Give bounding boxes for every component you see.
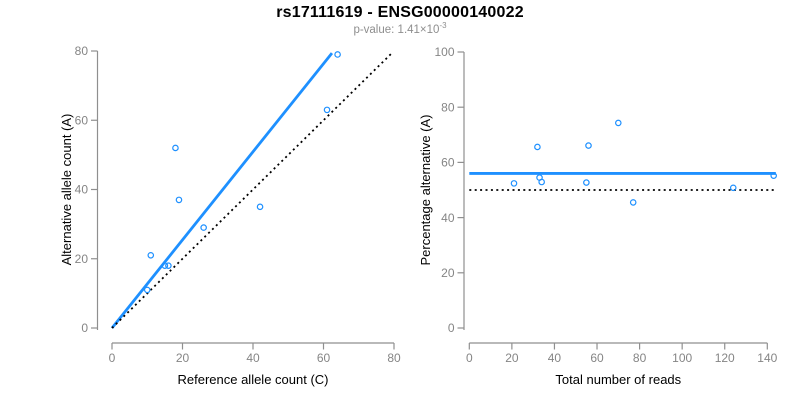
data-point: [323, 106, 331, 114]
x-tick-label: 40: [246, 351, 260, 365]
identity-line: [111, 52, 393, 329]
pvalue-prefix: p-value:: [353, 24, 398, 36]
x-tick-label: 20: [505, 351, 519, 365]
data-point: [770, 172, 777, 179]
x-tick-label: 140: [757, 351, 777, 365]
data-point: [583, 179, 590, 186]
y-tick-label: 0: [448, 321, 455, 335]
data-point: [534, 143, 541, 151]
data-point: [729, 184, 737, 192]
x-tick-label: 100: [672, 351, 692, 365]
x-tick-label: 80: [387, 351, 401, 365]
data-point: [172, 144, 179, 152]
figure-subtitle: p-value: 1.41×10-3: [0, 21, 800, 36]
x-tick-label: 120: [715, 351, 735, 365]
data-point: [538, 178, 545, 186]
x-tick-label: 60: [317, 351, 331, 365]
x-axis-title: Total number of reads: [555, 372, 681, 387]
y-axis-title: Percentage alternative (A): [418, 114, 433, 265]
y-tick-label: 80: [441, 100, 455, 114]
y-axis-title: Alternative allele count (A): [59, 114, 74, 266]
y-tick-label: 80: [75, 44, 89, 58]
x-tick-label: 40: [548, 351, 562, 365]
data-point: [585, 142, 592, 149]
data-point: [629, 199, 637, 206]
pvalue-mantissa: 1.41×10: [397, 24, 440, 36]
y-tick-label: 40: [441, 211, 455, 225]
data-point: [510, 180, 518, 187]
y-tick-label: 20: [75, 252, 89, 266]
x-tick-label: 0: [109, 351, 116, 365]
data-point: [256, 203, 264, 211]
data-point: [147, 251, 155, 259]
pvalue-exponent: -3: [439, 21, 447, 31]
y-tick-label: 40: [75, 183, 89, 197]
figure-title: rs17111619 - ENSG00000140022: [276, 4, 524, 21]
y-tick-label: 60: [441, 156, 455, 170]
fitted-ratio-line: [110, 52, 334, 329]
data-point: [200, 224, 207, 231]
data-point: [334, 51, 341, 58]
x-tick-label: 80: [633, 351, 647, 365]
data-point: [161, 262, 169, 269]
data-point: [143, 286, 151, 294]
y-tick-label: 60: [75, 113, 89, 127]
x-tick-label: 20: [176, 351, 190, 365]
panel-right-percentage: 0 20 40 60 80 100 0 20 40 60 80 100 120 140 Total numb…: [418, 45, 778, 387]
data-point: [614, 119, 622, 127]
y-tick-label: 20: [441, 266, 455, 280]
x-tick-label: 60: [590, 351, 604, 365]
x-tick-label: 0: [466, 351, 473, 365]
y-tick-label: 100: [434, 45, 454, 59]
data-point: [175, 196, 183, 204]
y-tick-label: 0: [81, 321, 88, 335]
panel-left-allele-counts: 0 20 40 60 80 0 20 40 60 80 Reference allele count…: [59, 44, 401, 387]
data-point: [165, 262, 172, 269]
x-axis-title: Reference allele count (C): [177, 372, 328, 387]
